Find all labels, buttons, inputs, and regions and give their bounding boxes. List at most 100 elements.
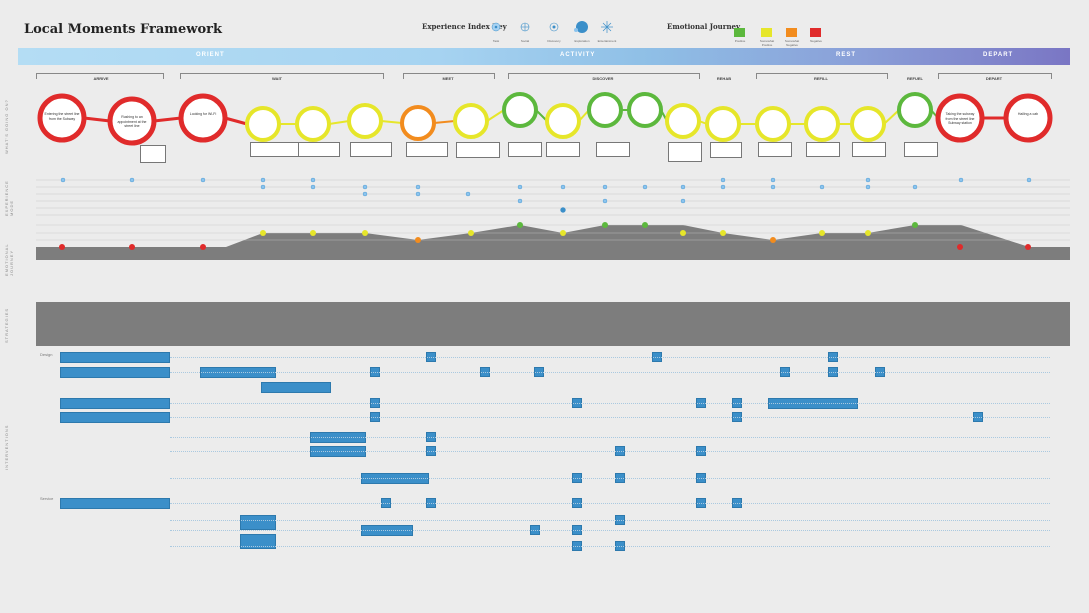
moment-circle: [1003, 93, 1053, 143]
moment-circle: [400, 105, 436, 141]
emotional-key-title: Emotional Journey: [667, 22, 741, 31]
moment-connector: [83, 116, 111, 123]
emotion-point: [770, 237, 776, 243]
thought-bubble: [350, 142, 392, 157]
moment-connector: [153, 116, 182, 123]
timeline-guide: [170, 437, 1050, 438]
experience-mode-grid: [36, 177, 1070, 216]
emotion-point: [59, 244, 65, 250]
phase-activity: ACTIVITY: [560, 52, 596, 58]
thought-bubble: [904, 142, 938, 157]
moment-connector: [224, 116, 248, 126]
intervention-bar: [60, 398, 170, 409]
emotion-point: [957, 244, 963, 250]
moment-circle: [178, 93, 228, 143]
moment-connector: [433, 120, 456, 124]
moment-connector: [883, 109, 900, 125]
somewhat-negative-swatch: [786, 28, 797, 37]
row-label-experience: EXPERIENCE MODE: [4, 180, 14, 216]
emotion-point: [602, 222, 608, 228]
row-label-emotional: EMOTIONAL JOURNEY: [4, 243, 14, 276]
emotion-point: [680, 230, 686, 236]
entertainment-icon: [601, 21, 613, 33]
timeline-guide: [170, 530, 1050, 531]
moment-label: Looking for Wi-Fi: [189, 112, 217, 116]
positive-swatch: [734, 28, 745, 37]
key-label-somewhat-negative: Somewhat Negative: [784, 39, 800, 47]
key-label-negative: Negative: [810, 39, 822, 43]
timeline-guide: [170, 520, 1050, 521]
stage-meet: MEET: [442, 76, 454, 81]
stage-discover: DISCOVER: [592, 76, 614, 81]
thought-bubble: [710, 142, 742, 158]
thought-bubble: [456, 142, 500, 158]
key-label-task: Task: [492, 39, 500, 43]
moment-circle: [587, 92, 623, 128]
emotion-point: [517, 222, 523, 228]
page-title: Local Moments Framework: [24, 22, 223, 37]
thought-bubble: [546, 142, 580, 157]
stage-bracket-meet: [403, 73, 495, 79]
moment-circle: [347, 103, 383, 139]
timeline-guide: [170, 357, 1050, 358]
key-label-discovery: Discovery: [547, 39, 561, 43]
intervention-bar: [60, 352, 170, 363]
social-icon: [520, 22, 530, 32]
moment-connector: [486, 109, 505, 122]
emotion-point: [468, 230, 474, 236]
stage-bracket-wait: [180, 73, 384, 79]
key-label-social: Social: [520, 39, 530, 43]
thought-bubble: [668, 142, 702, 162]
key-label-entertainment: Entertainment: [597, 39, 617, 43]
timeline-guide: [170, 403, 1050, 404]
emotion-point: [415, 237, 421, 243]
phase-bar: [18, 48, 1070, 65]
moment-circle: [705, 106, 741, 142]
thought-bubble: [758, 142, 792, 157]
thought-bubble: [806, 142, 840, 157]
moment-circle: [627, 92, 663, 128]
moment-label: Hailing a cab: [1017, 112, 1039, 116]
emotion-point: [129, 244, 135, 250]
intervention-bar: [60, 367, 170, 378]
emotion-point: [260, 230, 266, 236]
intervention-bar: [240, 515, 276, 530]
stage-bracket-discover: [508, 73, 700, 79]
emotional-journey-chart: [36, 222, 1070, 260]
experience-key-icons: [491, 21, 613, 33]
stage-arrive: ARRIVE: [93, 76, 109, 81]
experience-key-title: Experience Index Key: [422, 22, 507, 31]
stage-bracket-refill: [756, 73, 888, 79]
moment-circle: [295, 106, 331, 142]
timeline-guide: [170, 503, 1050, 504]
stage-refill: REFILL: [814, 76, 828, 81]
emotion-point: [1025, 244, 1031, 250]
emotion-point: [560, 230, 566, 236]
stage-bracket-depart: [938, 73, 1052, 79]
moment-connector: [380, 120, 403, 124]
emotion-point: [865, 230, 871, 236]
stage-bracket-arrive: [36, 73, 164, 79]
phase-orient: ORIENT: [196, 52, 225, 58]
emotion-point: [819, 230, 825, 236]
timeline-guide: [170, 417, 1050, 418]
moment-circle: [502, 92, 538, 128]
intervention-bar: [261, 382, 331, 393]
timeline-guide: [170, 372, 1050, 373]
stage-depart: DEPART: [985, 76, 1003, 81]
moment-circle: [453, 103, 489, 139]
somewhat-positive-swatch: [761, 28, 772, 37]
key-label-exploration: Exploration: [574, 39, 590, 43]
thought-bubble: [852, 142, 886, 157]
moment-label: Entering the street line from the Subway: [44, 112, 80, 121]
thought-bubble: [508, 142, 542, 157]
emotion-point: [310, 230, 316, 236]
row-label-interventions: INTERVENTIONS: [4, 424, 9, 470]
timeline-guide: [170, 451, 1050, 452]
thought-bubble: [596, 142, 630, 157]
moment-circle: [897, 92, 933, 128]
task-icon: [491, 22, 501, 32]
emotion-point: [200, 244, 206, 250]
moment-connector: [328, 120, 350, 125]
timeline-guide: [170, 546, 1050, 547]
